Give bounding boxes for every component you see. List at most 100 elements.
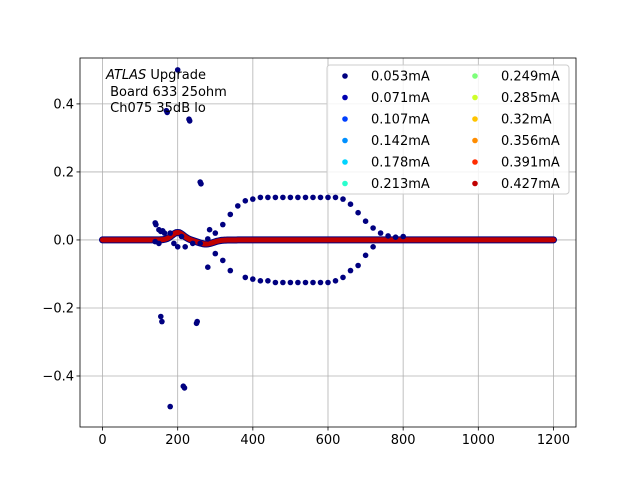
scatter-point bbox=[161, 230, 168, 236]
scatter-point bbox=[250, 196, 256, 202]
legend: 0.053mA 0.071mA 0.107mA 0.142mA 0.178mA 0.213… bbox=[326, 64, 570, 195]
x-tick-label: 400 bbox=[240, 433, 265, 448]
x-tick-label: 600 bbox=[316, 433, 341, 448]
scatter-point bbox=[250, 276, 256, 282]
legend-marker bbox=[472, 94, 478, 101]
legend-marker bbox=[342, 159, 348, 165]
scatter-point bbox=[198, 181, 204, 187]
scatter-point bbox=[272, 279, 279, 286]
y-tick-label: 0.0 bbox=[53, 233, 74, 248]
scatter-point bbox=[340, 274, 346, 281]
legend-label: 0.178mA bbox=[371, 156, 430, 171]
scatter-point bbox=[164, 109, 170, 116]
legend-label: 0.285mA bbox=[501, 91, 560, 106]
scatter-point bbox=[347, 201, 354, 207]
legend-label: 0.427mA bbox=[501, 177, 560, 192]
scatter-point bbox=[362, 252, 369, 259]
scatter-point bbox=[242, 274, 249, 281]
legend-label: 0.249mA bbox=[501, 70, 560, 85]
scatter-point bbox=[167, 230, 173, 236]
scatter-point bbox=[158, 313, 164, 320]
legend-marker bbox=[342, 137, 348, 144]
legend-label: 0.053mA bbox=[371, 70, 430, 85]
data-points bbox=[152, 67, 407, 410]
scatter-point bbox=[280, 279, 286, 286]
x-tick-label: 1200 bbox=[537, 433, 570, 448]
legend-marker bbox=[342, 180, 348, 187]
legend-marker bbox=[472, 159, 478, 165]
scatter-point bbox=[325, 194, 331, 201]
scatter-point bbox=[171, 240, 177, 247]
scatter-point bbox=[310, 194, 316, 201]
legend-label: 0.356mA bbox=[501, 134, 560, 149]
scatter-point bbox=[220, 221, 226, 228]
scatter-point bbox=[355, 262, 361, 269]
scatter-point bbox=[197, 240, 203, 247]
scatter-point bbox=[205, 264, 211, 271]
scatter-point bbox=[317, 279, 324, 286]
legend-label: 0.071mA bbox=[371, 91, 430, 106]
legend-marker bbox=[472, 137, 478, 144]
y-tick-label: 0.4 bbox=[53, 97, 74, 112]
scatter-point bbox=[287, 279, 294, 286]
legend-marker bbox=[342, 94, 348, 101]
scatter-point bbox=[302, 279, 309, 286]
x-axis-ticks: 0 200 400 600 800 1000 1200 bbox=[98, 427, 570, 448]
scatter-point bbox=[212, 250, 219, 257]
legend-marker bbox=[342, 73, 348, 79]
scatter-point bbox=[287, 194, 294, 201]
scatter-point bbox=[194, 318, 200, 325]
scatter-point bbox=[212, 230, 219, 236]
scatter-point bbox=[355, 209, 361, 216]
scatter-point bbox=[257, 194, 264, 201]
scatter-point bbox=[235, 203, 241, 209]
scatter-point bbox=[167, 403, 173, 410]
y-tick-label: −0.2 bbox=[42, 301, 74, 316]
dense-baseline-band bbox=[99, 228, 557, 248]
scatter-point bbox=[242, 198, 249, 204]
scatter-point bbox=[227, 211, 234, 218]
y-tick-label: −0.4 bbox=[42, 369, 74, 384]
legend-label: 0.391mA bbox=[501, 156, 560, 171]
scatter-point bbox=[174, 244, 181, 250]
scatter-point bbox=[310, 279, 316, 286]
scatter-point bbox=[174, 67, 181, 73]
scatter-point bbox=[295, 194, 301, 201]
x-tick-label: 800 bbox=[391, 433, 416, 448]
scatter-point bbox=[317, 194, 324, 201]
scatter-point bbox=[153, 221, 159, 228]
x-tick-label: 1000 bbox=[462, 433, 495, 448]
scatter-point bbox=[178, 233, 185, 240]
legend-marker bbox=[472, 73, 478, 79]
scatter-point bbox=[280, 194, 286, 201]
legend-label: 0.142mA bbox=[371, 134, 430, 149]
legend-marker bbox=[472, 116, 478, 122]
scatter-point bbox=[227, 267, 234, 274]
scatter-point bbox=[295, 279, 301, 286]
scatter-point bbox=[332, 194, 339, 201]
legend-marker bbox=[342, 116, 348, 122]
scatter-point bbox=[156, 240, 162, 247]
annotation-line-2: Board 633 25ohm bbox=[106, 85, 227, 100]
scatter-point bbox=[392, 234, 399, 240]
scatter-point bbox=[332, 278, 339, 284]
baseline-band-red bbox=[100, 229, 556, 247]
annotation-line-1: ATLAS Upgrade bbox=[105, 68, 206, 83]
scatter-point bbox=[206, 226, 213, 233]
scatter-point bbox=[362, 218, 369, 224]
annotation-line-3: Ch075 35dB lo bbox=[106, 101, 206, 116]
x-tick-label: 200 bbox=[165, 433, 190, 448]
scatter-point bbox=[377, 230, 384, 236]
legend-marker bbox=[472, 180, 478, 187]
scatter-point bbox=[220, 257, 226, 264]
legend-label: 0.213mA bbox=[371, 177, 430, 192]
y-tick-label: 0.2 bbox=[53, 165, 74, 180]
scatter-point bbox=[189, 240, 196, 247]
scatter-point bbox=[159, 318, 165, 325]
scatter-point bbox=[370, 244, 376, 250]
scatter-point bbox=[265, 194, 271, 201]
scatter-point bbox=[400, 233, 407, 240]
scatter-point bbox=[181, 385, 188, 391]
scatter-point bbox=[182, 244, 188, 250]
